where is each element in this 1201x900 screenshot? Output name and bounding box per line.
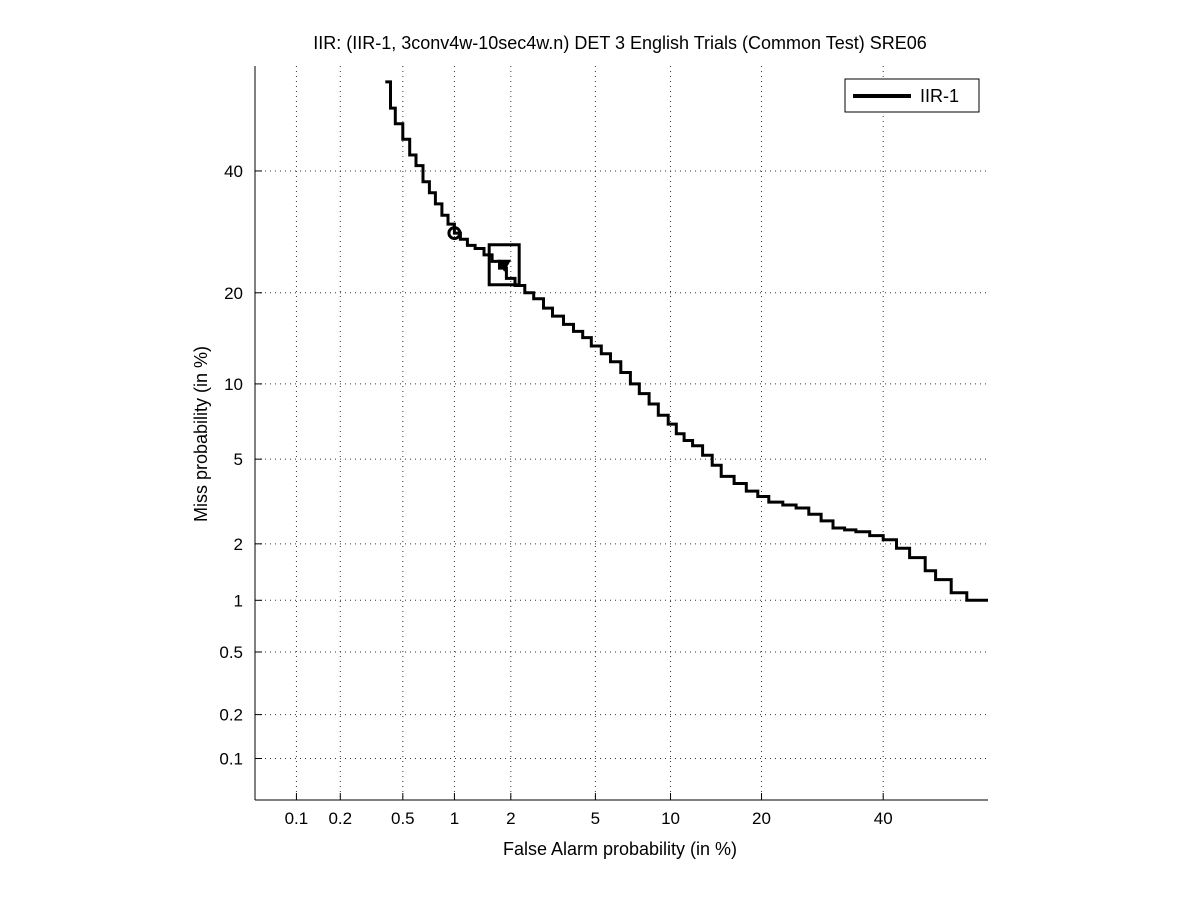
y-tick-label: 20 [224,284,243,303]
x-tick-label: 5 [591,809,600,828]
x-tick-label: 20 [752,809,771,828]
x-axis-label: False Alarm probability (in %) [503,839,737,859]
tick-labels: 0.1 0.2 0.5 1 2 5 10 20 40 0.1 0.2 0.5 1 2 5 10 20 40 [219,162,892,828]
x-tick-label: 2 [506,809,515,828]
series-line-iir-1 [385,80,988,602]
x-tick-label: 0.5 [391,809,415,828]
marker-circle [447,226,462,241]
y-tick-label: 10 [224,375,243,394]
y-tick-label: 1 [234,591,243,610]
axes [254,66,988,801]
marker-square [487,243,521,287]
x-tick-label: 1 [450,809,459,828]
y-tick-label: 2 [234,535,243,554]
grid [255,66,988,800]
y-tick-label: 5 [234,450,243,469]
x-tick-label: 0.1 [285,809,309,828]
y-tick-label: 0.1 [219,750,243,769]
legend: IIR-1 [844,78,980,113]
marker-triangle [497,259,512,272]
x-tick-label: 10 [661,809,680,828]
x-tick-label: 0.2 [328,809,352,828]
chart-title: IIR: (IIR-1, 3conv4w-10sec4w.n) DET 3 En… [313,33,927,53]
y-axis-label: Miss probability (in %) [191,346,211,522]
y-tick-label: 0.5 [219,643,243,662]
x-tick-label: 40 [874,809,893,828]
legend-label-iir-1: IIR-1 [920,86,959,106]
series [385,80,988,602]
y-tick-label: 0.2 [219,706,243,725]
y-tick-label: 40 [224,162,243,181]
markers [447,226,521,287]
